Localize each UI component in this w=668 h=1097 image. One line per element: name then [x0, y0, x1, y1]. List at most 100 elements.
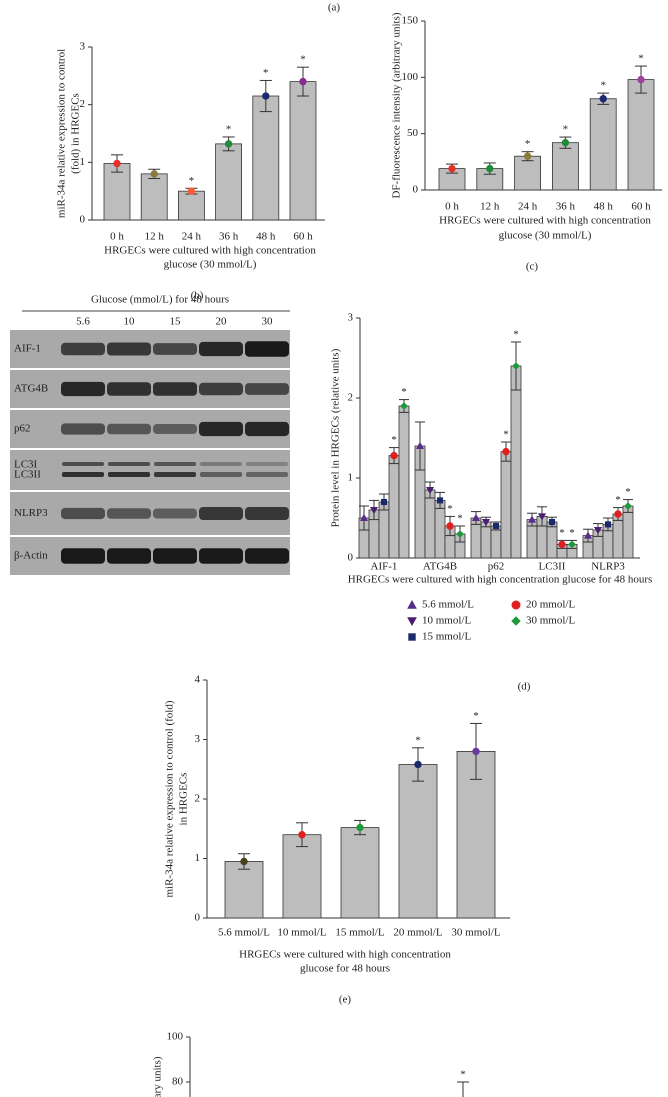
y-tick-label: 0: [413, 184, 419, 196]
x-tick-label: 48 h: [256, 231, 276, 243]
x-tick-label: 0 h: [445, 201, 459, 213]
marker: [561, 138, 570, 147]
marker: [604, 521, 612, 528]
significance-mark: *: [525, 138, 531, 150]
x-tick-label: NLRP3: [591, 561, 625, 573]
x-tick-label: 12 h: [480, 201, 500, 213]
y-tick-label: 3: [348, 312, 354, 324]
x-tick-label: p62: [488, 561, 505, 573]
y-tick-label: 4: [195, 674, 201, 686]
blot-band: [61, 381, 105, 397]
y-tick-label: 1: [348, 472, 354, 484]
blot-band: [245, 383, 289, 395]
blot-band: [107, 508, 151, 519]
blot-band: [245, 507, 289, 520]
blot-band: [154, 472, 196, 477]
x-tick-label: 30 mmol/L: [451, 927, 500, 939]
significance-mark: *: [189, 175, 195, 187]
significance-mark: *: [447, 503, 453, 515]
significance-mark: *: [401, 386, 407, 398]
y-axis-label: Protein level in HRGECs (relative units): [330, 348, 342, 527]
marker: [637, 75, 645, 84]
marker: [240, 857, 248, 866]
marker: [446, 522, 454, 530]
x-axis-label: glucose (30 mmol/L): [164, 259, 257, 271]
marker: [472, 747, 480, 756]
blot-row-label: ATG4B: [14, 383, 48, 395]
blot-band: [154, 462, 196, 466]
blot-band: [108, 472, 150, 477]
significance-mark: *: [503, 429, 509, 441]
significance-mark: *: [415, 734, 421, 746]
blot-band: [199, 341, 243, 357]
blot-row-label: NLRP3: [14, 507, 48, 519]
lane-label: 20: [216, 316, 228, 328]
bar: [103, 163, 131, 221]
y-tick-label: 1: [80, 156, 86, 168]
significance-mark: *: [460, 1069, 466, 1081]
x-tick-label: 0 h: [110, 231, 124, 243]
blot-band: [107, 548, 151, 564]
legend-label: 15 mmol/L: [422, 631, 471, 643]
bar: [622, 505, 634, 559]
marker: [599, 95, 607, 103]
bar: [177, 190, 205, 221]
bar: [388, 455, 400, 559]
marker: [502, 447, 510, 456]
y-axis-label: DF-fluorescence intensity (arbitrary uni…: [391, 12, 403, 198]
significance-mark: *: [625, 486, 631, 498]
panel-caption: (e): [339, 994, 352, 1006]
blot-band: [61, 548, 105, 564]
marker: [624, 502, 632, 510]
x-tick-label: 60 h: [293, 231, 313, 243]
marker: [512, 362, 520, 370]
bar: [282, 834, 322, 919]
blot-band: [200, 462, 242, 466]
y-tick-label: 100: [402, 71, 419, 83]
marker: [408, 633, 416, 641]
y-tick-label: 100: [167, 1031, 184, 1043]
x-tick-label: 15 mmol/L: [335, 927, 384, 939]
blot-band: [199, 421, 243, 437]
blot-band: [62, 472, 104, 477]
blot-band: [245, 421, 289, 437]
y-tick-label: 0: [348, 552, 354, 564]
blot-row-label: p62: [14, 423, 31, 435]
bar: [398, 764, 438, 919]
legend-label: 30 mmol/L: [526, 615, 575, 627]
marker: [537, 513, 547, 521]
marker: [456, 530, 464, 538]
blot-band: [246, 462, 288, 466]
y-tick-label: 80: [172, 1076, 184, 1088]
marker: [471, 513, 481, 522]
bar: [424, 489, 436, 559]
marker: [511, 600, 521, 610]
blot-band: [245, 548, 289, 564]
blot-row-label: LC3II: [14, 469, 41, 481]
blot-band: [199, 548, 243, 564]
y-tick-label: 2: [348, 392, 354, 404]
blot-row-label: AIF-1: [14, 343, 41, 355]
marker: [568, 540, 576, 549]
western-blot: Glucose (mmol/L) for 48 hours: [22, 294, 290, 312]
x-tick-label: 24 h: [182, 231, 202, 243]
blot-title: Glucose (mmol/L) for 48 hours: [91, 294, 229, 306]
significance-mark: *: [563, 124, 569, 136]
y-tick-label: 3: [195, 733, 201, 745]
marker: [527, 515, 537, 523]
y-axis-label: in HRGECs: [178, 773, 190, 826]
significance-mark: *: [391, 434, 397, 446]
bar: [215, 143, 243, 221]
bar: [140, 173, 168, 221]
marker: [583, 531, 593, 539]
bar: [490, 525, 502, 559]
panel-caption: (b): [191, 290, 204, 302]
marker: [407, 599, 417, 609]
y-tick-label: 150: [402, 15, 419, 27]
lane-label: 5.6: [76, 316, 90, 328]
blot-strip: [10, 450, 290, 490]
bar: [589, 98, 617, 191]
significance-mark: *: [569, 527, 575, 539]
marker: [390, 451, 398, 460]
